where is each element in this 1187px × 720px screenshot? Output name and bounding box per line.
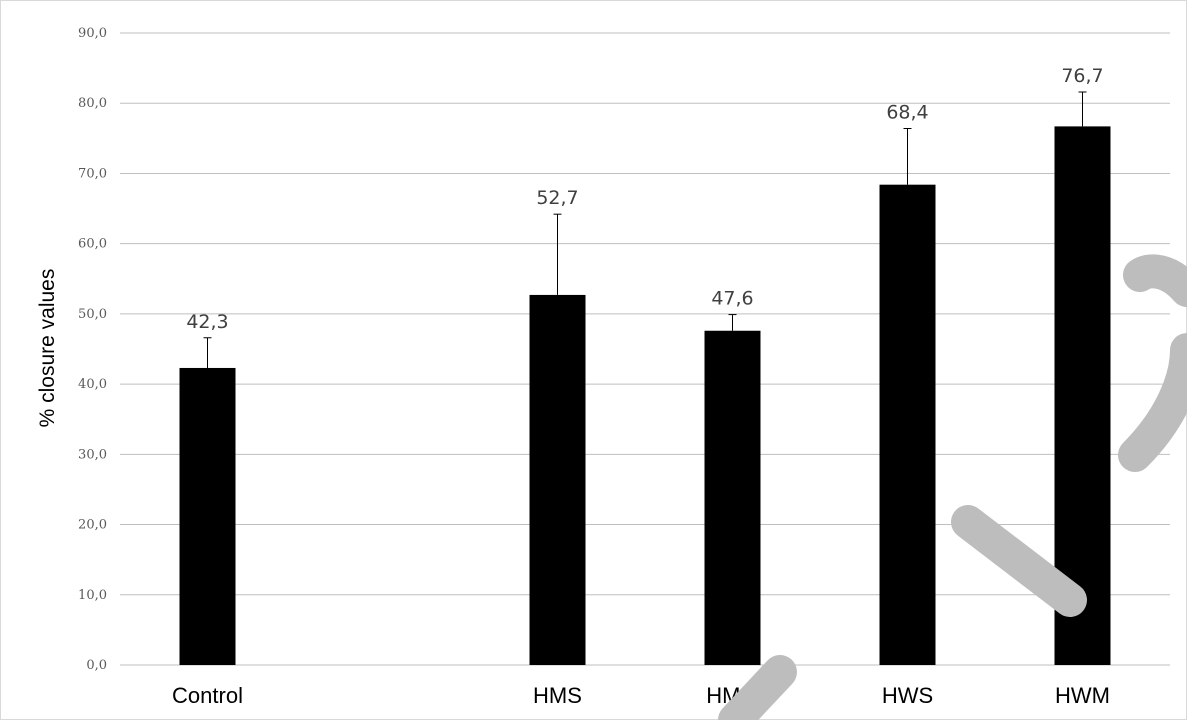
y-tick-label: 30,0 (78, 447, 107, 462)
bar (879, 184, 936, 665)
bars (179, 126, 1111, 665)
bar (704, 330, 761, 665)
y-tick-label: 90,0 (78, 26, 107, 41)
watermark-stroke-3 (1118, 333, 1187, 472)
y-tick-label: 50,0 (78, 307, 107, 322)
y-tick-label: 10,0 (78, 588, 107, 603)
x-axis-ticks: Control HMS HMM HWS HWM (172, 683, 1110, 708)
watermark-logo (718, 254, 1187, 720)
y-tick-label: 0,0 (86, 658, 107, 673)
watermark-stroke-1 (718, 655, 797, 720)
data-label: 42,3 (186, 311, 228, 333)
x-tick-label: HWM (1055, 683, 1110, 708)
data-labels: 42,3 52,7 47,6 68,4 76,7 (186, 65, 1103, 333)
gridlines (120, 32, 1170, 666)
data-label: 68,4 (886, 102, 928, 124)
x-tick-label: HWS (882, 683, 933, 708)
data-label: 76,7 (1061, 65, 1103, 87)
x-tick-label: HMS (533, 683, 582, 708)
data-label: 47,6 (711, 288, 753, 310)
data-label: 52,7 (536, 187, 578, 209)
y-axis-ticks: 0,0 10,0 20,0 30,0 40,0 50,0 60,0 70,0 80,0 90,0 (78, 26, 107, 673)
error-bars (203, 91, 1087, 368)
y-tick-label: 80,0 (78, 96, 107, 111)
watermark-stroke-4 (1123, 254, 1187, 307)
y-tick-label: 40,0 (78, 377, 107, 392)
x-tick-label: Control (172, 683, 243, 708)
y-tick-label: 70,0 (78, 166, 107, 181)
watermark-stroke-2 (951, 505, 1087, 617)
y-tick-label: 60,0 (78, 237, 107, 252)
y-axis-label: % closure values (36, 269, 59, 428)
bar (529, 294, 586, 665)
bar (179, 367, 236, 665)
y-tick-label: 20,0 (78, 518, 107, 533)
